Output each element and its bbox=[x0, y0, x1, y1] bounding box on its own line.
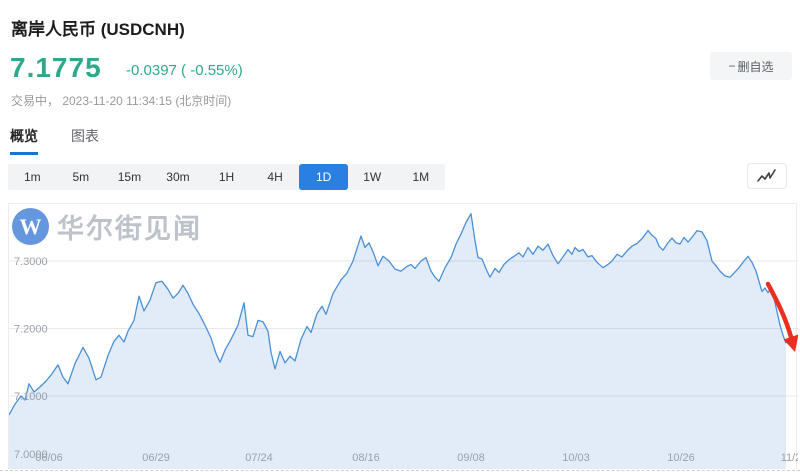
remove-watchlist-button[interactable]: − 删自选 bbox=[710, 52, 792, 80]
chart-type-button[interactable] bbox=[747, 163, 787, 189]
svg-text:7.2000: 7.2000 bbox=[14, 324, 48, 336]
svg-text:7.3000: 7.3000 bbox=[14, 256, 48, 268]
range-button-5m[interactable]: 5m bbox=[57, 164, 106, 190]
tab-chart[interactable]: 图表 bbox=[71, 128, 99, 144]
range-button-1m[interactable]: 1m bbox=[8, 164, 57, 190]
svg-text:7.0000: 7.0000 bbox=[14, 449, 48, 461]
range-button-15m[interactable]: 15m bbox=[105, 164, 154, 190]
minus-icon: − bbox=[728, 59, 736, 73]
range-button-1W[interactable]: 1W bbox=[348, 164, 397, 190]
svg-text:7.1000: 7.1000 bbox=[14, 391, 48, 403]
range-button-4H[interactable]: 4H bbox=[251, 164, 300, 190]
trading-status: 交易中， 2023-11-20 11:34:15 (北京时间) bbox=[11, 94, 232, 108]
svg-text:10/26: 10/26 bbox=[667, 452, 695, 464]
svg-text:10/03: 10/03 bbox=[562, 452, 590, 464]
price-change: -0.0397 ( -0.55%) bbox=[126, 62, 243, 79]
svg-text:08/16: 08/16 bbox=[352, 452, 380, 464]
svg-text:11/2: 11/2 bbox=[781, 452, 798, 464]
price-chart[interactable]: 7.3000 7.2000 7.1000 7.0000 06/06 06/29 07/24 0… bbox=[8, 203, 798, 469]
last-price: 7.1775 bbox=[10, 52, 102, 83]
bottom-divider bbox=[0, 470, 800, 471]
range-button-1M[interactable]: 1M bbox=[397, 164, 446, 190]
svg-text:07/24: 07/24 bbox=[245, 452, 273, 464]
svg-text:06/29: 06/29 bbox=[142, 452, 170, 464]
range-button-30m[interactable]: 30m bbox=[154, 164, 203, 190]
line-chart-icon bbox=[757, 169, 776, 182]
timeframe-bar: 1m 5m 15m 30m 1H 4H 1D 1W 1M bbox=[8, 164, 445, 190]
remove-watchlist-label: 删自选 bbox=[737, 59, 774, 74]
tab-overview[interactable]: 概览 bbox=[10, 126, 38, 155]
svg-text:09/08: 09/08 bbox=[457, 452, 485, 464]
svg-text:06/06: 06/06 bbox=[35, 452, 63, 464]
range-button-1D[interactable]: 1D bbox=[299, 164, 348, 190]
range-button-1H[interactable]: 1H bbox=[202, 164, 251, 190]
page-title: 离岸人民币 (USDCNH) bbox=[11, 20, 185, 39]
tab-bar: 概览 图表 bbox=[10, 126, 99, 155]
